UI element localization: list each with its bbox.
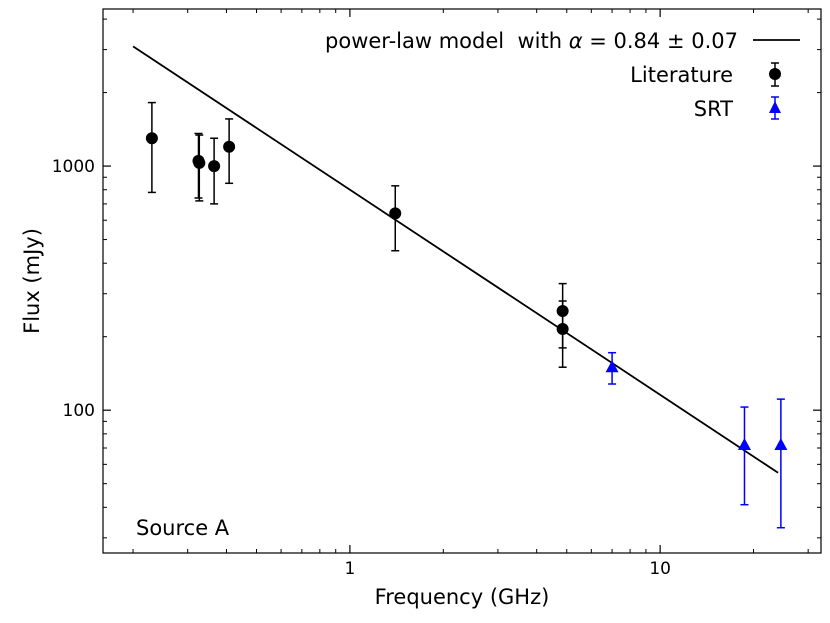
legend-label-model: power-law model with α = 0.84 ± 0.07 — [325, 29, 738, 53]
x-tick-label: 10 — [649, 559, 671, 579]
x-axis-label: Frequency (GHz) — [375, 585, 550, 609]
literature-data-point — [389, 207, 402, 220]
legend-label-srt: SRT — [694, 97, 733, 121]
literature-data-point — [223, 140, 236, 153]
literature-data-point — [145, 132, 158, 145]
legend-swatch-literature — [769, 62, 781, 87]
source-annotation: Source A — [136, 516, 230, 540]
literature-data-point — [556, 323, 569, 336]
srt-data-point — [737, 438, 751, 451]
legend-swatch-srt — [769, 96, 781, 120]
literature-data-point — [208, 160, 221, 173]
x-tick-label: 1 — [344, 559, 355, 579]
legend: power-law model with α = 0.84 ± 0.07 Lit… — [325, 29, 800, 121]
plot-area — [132, 45, 788, 529]
plot-frame — [102, 8, 822, 554]
y-axis-label: Flux (mJy) — [20, 228, 44, 334]
srt-data-point — [774, 438, 788, 451]
power-law-model-line — [132, 45, 779, 474]
legend-label-literature: Literature — [630, 63, 733, 87]
y-tick-label: 1000 — [52, 157, 95, 177]
literature-data-point — [193, 156, 206, 169]
y-tick-label: 100 — [63, 401, 95, 421]
axes: 1 10 100 1000 — [52, 9, 821, 579]
srt-data-point — [605, 360, 619, 373]
